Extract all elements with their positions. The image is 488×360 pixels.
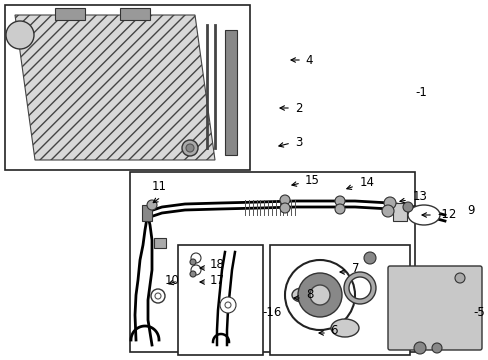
Bar bbox=[142, 205, 152, 221]
Circle shape bbox=[402, 202, 412, 212]
Text: 14: 14 bbox=[359, 176, 374, 189]
Circle shape bbox=[383, 197, 395, 209]
Ellipse shape bbox=[291, 288, 311, 302]
Circle shape bbox=[309, 285, 329, 305]
Text: 2: 2 bbox=[294, 102, 302, 114]
Circle shape bbox=[191, 265, 201, 275]
Circle shape bbox=[224, 302, 230, 308]
Text: -12: -12 bbox=[436, 208, 455, 221]
Circle shape bbox=[363, 252, 375, 264]
Circle shape bbox=[280, 203, 289, 213]
Circle shape bbox=[147, 200, 157, 210]
Circle shape bbox=[220, 297, 236, 313]
Bar bbox=[154, 238, 165, 248]
Bar bbox=[120, 8, 150, 20]
Text: 10: 10 bbox=[164, 274, 180, 287]
Circle shape bbox=[155, 293, 161, 299]
Text: 18: 18 bbox=[209, 258, 224, 271]
Circle shape bbox=[454, 273, 464, 283]
Text: -5: -5 bbox=[472, 306, 484, 319]
Ellipse shape bbox=[330, 319, 358, 337]
Polygon shape bbox=[15, 15, 215, 160]
Bar bbox=[269, 245, 409, 355]
Circle shape bbox=[431, 343, 441, 353]
Text: -1: -1 bbox=[414, 85, 426, 99]
Bar bbox=[224, 30, 237, 155]
Circle shape bbox=[381, 205, 393, 217]
Circle shape bbox=[297, 273, 341, 317]
Ellipse shape bbox=[407, 205, 439, 225]
Circle shape bbox=[191, 253, 201, 263]
Bar bbox=[178, 245, 263, 355]
Circle shape bbox=[182, 140, 198, 156]
Text: 17: 17 bbox=[209, 274, 224, 287]
Circle shape bbox=[185, 144, 194, 152]
Text: -16: -16 bbox=[262, 306, 281, 319]
Text: 11: 11 bbox=[152, 180, 167, 193]
Text: 7: 7 bbox=[351, 261, 359, 274]
Text: 15: 15 bbox=[305, 174, 319, 186]
Circle shape bbox=[6, 21, 34, 49]
Circle shape bbox=[280, 195, 289, 205]
Bar bbox=[55, 8, 85, 20]
Circle shape bbox=[334, 204, 345, 214]
Circle shape bbox=[151, 289, 164, 303]
Text: 6: 6 bbox=[329, 324, 337, 337]
Text: 9: 9 bbox=[466, 203, 473, 216]
FancyBboxPatch shape bbox=[387, 266, 481, 350]
Bar bbox=[392, 203, 406, 221]
Circle shape bbox=[413, 342, 425, 354]
Text: 4: 4 bbox=[305, 54, 312, 67]
Text: 13: 13 bbox=[412, 189, 427, 202]
Circle shape bbox=[190, 271, 196, 277]
Bar bbox=[5, 5, 249, 170]
Bar bbox=[130, 172, 414, 352]
Circle shape bbox=[334, 196, 345, 206]
Circle shape bbox=[190, 259, 196, 265]
Circle shape bbox=[285, 260, 354, 330]
Text: 3: 3 bbox=[294, 136, 302, 149]
Text: 8: 8 bbox=[305, 288, 313, 302]
